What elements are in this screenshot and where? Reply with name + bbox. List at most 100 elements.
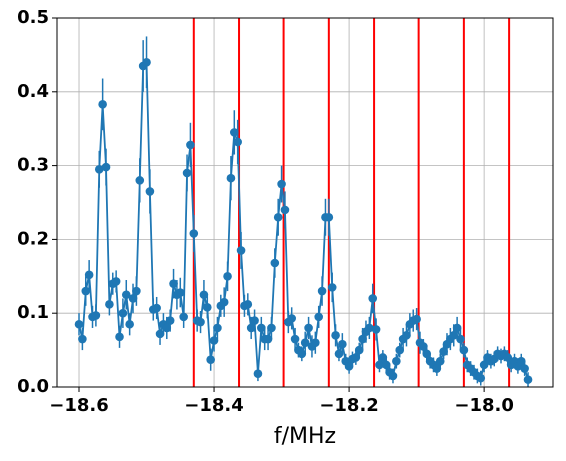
data-point — [381, 360, 391, 370]
data-point — [402, 331, 411, 340]
data-point — [169, 279, 178, 288]
data-point — [435, 356, 445, 366]
data-point — [257, 323, 266, 333]
data-point — [209, 336, 219, 345]
data-point — [74, 319, 84, 329]
data-point — [213, 323, 222, 333]
data-point — [388, 371, 398, 381]
data-point — [226, 173, 236, 183]
data-point — [270, 258, 280, 268]
data-point — [186, 140, 195, 150]
data-point — [145, 187, 155, 196]
data-point — [233, 137, 242, 147]
data-point — [128, 294, 138, 303]
data-point — [354, 345, 364, 355]
data-point — [101, 162, 111, 172]
data-point — [94, 164, 104, 174]
y-tick-label: 0.0 — [17, 376, 49, 397]
data-point — [304, 323, 313, 333]
data-point — [202, 302, 212, 312]
data-point — [179, 312, 188, 322]
data-point — [344, 362, 354, 371]
x-axis-label: f/MHz — [274, 424, 336, 449]
data-point — [392, 356, 401, 366]
data-point — [476, 373, 486, 383]
data-point — [419, 342, 428, 351]
data-point — [135, 176, 145, 185]
data-point — [230, 128, 239, 137]
data-point — [280, 205, 290, 215]
data-point — [81, 286, 91, 296]
data-point — [351, 353, 361, 362]
data-point — [118, 308, 128, 318]
data-point — [132, 286, 141, 296]
data-point — [371, 325, 381, 334]
data-point — [243, 300, 253, 309]
data-point — [162, 323, 172, 333]
data-point — [422, 349, 432, 359]
data-point — [91, 311, 101, 320]
data-point — [111, 277, 121, 286]
data-point — [115, 332, 124, 342]
data-point — [375, 360, 384, 370]
data-point — [311, 338, 320, 348]
data-point — [78, 334, 87, 344]
data-point — [523, 375, 533, 384]
data-point — [368, 294, 378, 303]
data-point — [250, 316, 259, 325]
data-point — [314, 312, 324, 322]
data-point — [253, 369, 263, 379]
data-point — [142, 57, 151, 67]
data-point — [175, 288, 185, 297]
data-point — [365, 323, 374, 333]
data-point — [196, 317, 205, 327]
data-point — [479, 360, 489, 370]
data-point — [516, 356, 526, 366]
data-point — [199, 290, 209, 300]
data-point — [273, 212, 283, 222]
data-point — [459, 345, 469, 355]
data-point — [439, 347, 448, 356]
data-point — [246, 323, 256, 333]
data-point — [98, 100, 107, 109]
x-tick-label: −18.6 — [49, 395, 109, 416]
data-point — [324, 212, 334, 222]
y-tick-label: 0.3 — [17, 155, 49, 176]
data-point — [432, 364, 442, 373]
x-tick-label: −18.4 — [184, 395, 244, 416]
data-point — [300, 338, 310, 348]
y-tick-label: 0.4 — [17, 81, 49, 102]
data-point — [297, 349, 307, 359]
data-point — [84, 270, 94, 280]
data-point — [331, 331, 340, 340]
axes-frame — [56, 17, 554, 388]
x-tick-label: −18.2 — [319, 395, 379, 416]
data-point — [520, 364, 529, 373]
data-point — [189, 229, 199, 238]
data-point — [503, 353, 513, 362]
data-point — [277, 179, 286, 189]
data-point — [378, 353, 388, 362]
data-point — [182, 168, 192, 178]
data-point — [317, 286, 327, 296]
data-point — [267, 323, 276, 333]
data-point — [452, 323, 462, 333]
data-point — [206, 355, 215, 364]
data-point — [449, 331, 459, 340]
data-point — [395, 345, 405, 355]
y-tick-label: 0.5 — [17, 7, 49, 28]
x-tick-label: −18.0 — [454, 395, 514, 416]
data-point — [152, 303, 161, 313]
data-point — [338, 339, 347, 349]
data-point — [155, 329, 165, 339]
data-point — [121, 290, 131, 300]
data-point — [125, 319, 134, 329]
data-point — [287, 314, 296, 323]
data-point — [358, 334, 367, 344]
data-point — [236, 246, 246, 255]
data-point — [223, 272, 232, 281]
y-tick-label: 0.2 — [17, 228, 49, 249]
data-point — [105, 300, 114, 309]
